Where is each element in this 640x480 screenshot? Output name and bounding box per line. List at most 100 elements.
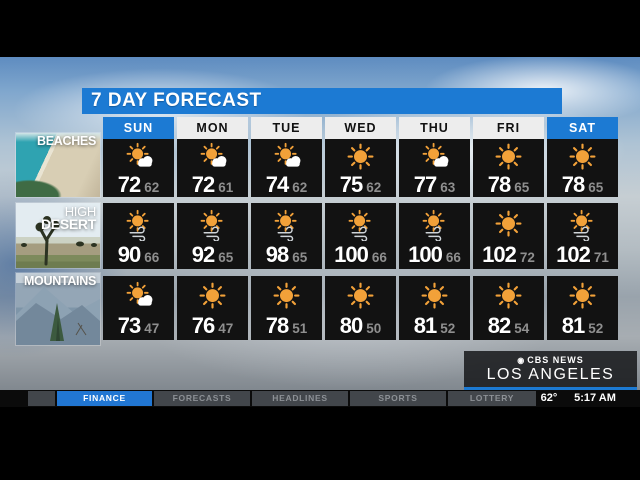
ticker-tab-headlines[interactable]: HEADLINES [252, 391, 348, 406]
day-header: FRI [473, 117, 544, 139]
low-temp: 51 [292, 321, 308, 336]
low-temp: 61 [218, 180, 234, 195]
low-temp: 71 [593, 250, 609, 265]
high-temp: 98 [265, 242, 290, 267]
low-temp: 66 [144, 250, 160, 265]
sunny-icon [566, 276, 599, 315]
station-city: LOS ANGELES [486, 366, 615, 383]
high-temp: 102 [482, 242, 517, 267]
cbs-eye-icon: ◉ [517, 356, 526, 365]
forecast-cell: 72 62 [103, 139, 174, 197]
high-temp: 100 [334, 242, 369, 267]
station-logo: ◉ CBS NEWS LOS ANGELES [464, 351, 637, 390]
low-temp: 65 [218, 250, 234, 265]
forecast-column-sat: SAT 78 65 102 71 81 52 [547, 117, 618, 341]
sunny-icon [344, 276, 377, 315]
region-label-mountains: MOUNTAINS [23, 274, 96, 288]
forecast-column-tue: TUE 74 62 98 65 78 51 [251, 117, 322, 341]
high-temp: 78 [265, 313, 290, 338]
low-temp: 72 [519, 250, 535, 265]
low-temp: 47 [144, 321, 160, 336]
high-temp: 90 [117, 242, 142, 267]
partly-cloudy-icon [122, 276, 155, 315]
low-temp: 66 [371, 250, 387, 265]
sunny-windy-icon [196, 203, 229, 244]
ticker-tab-forecasts[interactable]: FORECASTS [154, 391, 250, 406]
low-temp: 62 [144, 180, 160, 195]
sunny-windy-icon [122, 203, 155, 244]
low-temp: 50 [366, 321, 382, 336]
forecast-cell: 78 65 [473, 139, 544, 197]
sunny-icon [344, 139, 377, 174]
forecast-cell: 75 62 [325, 139, 396, 197]
forecast-cell: 100 66 [325, 203, 396, 269]
high-temp: 78 [487, 172, 512, 197]
high-temp: 73 [117, 313, 142, 338]
low-temp: 47 [218, 321, 234, 336]
region-label-high-desert: HIGH DESERT [41, 204, 96, 232]
low-temp: 52 [588, 321, 604, 336]
high-temp: 92 [191, 242, 216, 267]
forecast-column-sun: SUN 72 62 90 66 73 47 [103, 117, 174, 341]
forecast-cell: 90 66 [103, 203, 174, 269]
forecast-column-wed: WED 75 62 100 66 80 50 [325, 117, 396, 341]
forecast-column-thu: THU 77 63 100 66 81 52 [399, 117, 470, 341]
forecast-cell: 98 65 [251, 203, 322, 269]
forecast-cell: 82 54 [473, 276, 544, 340]
high-temp: 80 [339, 313, 364, 338]
forecast-cell: 78 51 [251, 276, 322, 340]
high-temp: 81 [413, 313, 438, 338]
partly-cloudy-icon [270, 139, 303, 174]
sunny-icon [492, 203, 525, 244]
high-temp: 102 [556, 242, 591, 267]
region-label-beaches: BEACHES [36, 134, 96, 148]
low-temp: 62 [292, 180, 308, 195]
forecast-cell: 102 71 [547, 203, 618, 269]
sunny-icon [492, 139, 525, 174]
beaches-photo: BEACHES [16, 133, 100, 197]
high-temp: 72 [117, 172, 142, 197]
partly-cloudy-icon [122, 139, 155, 174]
ticker-tab-lottery[interactable]: LOTTERY [448, 391, 536, 406]
sunny-windy-icon [566, 203, 599, 244]
forecast-cell: 92 65 [177, 203, 248, 269]
day-header: MON [177, 117, 248, 139]
high-temp: 81 [561, 313, 586, 338]
forecast-cell: 74 62 [251, 139, 322, 197]
sunny-windy-icon [418, 203, 451, 244]
sunny-icon [492, 276, 525, 315]
high-temp: 82 [487, 313, 512, 338]
forecast-column-mon: MON 72 61 92 65 76 47 [177, 117, 248, 341]
day-header: SAT [547, 117, 618, 139]
high-temp: 78 [561, 172, 586, 197]
ticker-stub-segment [28, 391, 55, 406]
joshua-tree-illustration [21, 216, 97, 266]
high-desert-photo: HIGH DESERT [16, 203, 100, 268]
sunny-icon [418, 276, 451, 315]
sunny-windy-icon [270, 203, 303, 244]
low-temp: 62 [366, 180, 382, 195]
forecast-column-fri: FRI 78 65 102 72 82 54 [473, 117, 544, 341]
ticker-bar: FINANCE FORECASTS HEADLINES SPORTS LOTTE… [0, 390, 640, 407]
forecast-cell: 81 52 [399, 276, 470, 340]
low-temp: 63 [440, 180, 456, 195]
day-header: TUE [251, 117, 322, 139]
sunny-icon [566, 139, 599, 174]
sunny-icon [270, 276, 303, 315]
forecast-cell: 102 72 [473, 203, 544, 269]
day-header: WED [325, 117, 396, 139]
ticker-tab-sports[interactable]: SPORTS [350, 391, 446, 406]
low-temp: 65 [588, 180, 604, 195]
partly-cloudy-icon [418, 139, 451, 174]
ticker-tab-finance[interactable]: FINANCE [57, 391, 152, 406]
forecast-cell: 77 63 [399, 139, 470, 197]
low-temp: 65 [514, 180, 530, 195]
forecast-cell: 72 61 [177, 139, 248, 197]
high-temp: 100 [408, 242, 443, 267]
mountain-illustration [16, 287, 100, 345]
mountains-photo: MOUNTAINS [16, 273, 100, 345]
day-header: SUN [103, 117, 174, 139]
forecast-cell: 81 52 [547, 276, 618, 340]
sunny-icon [196, 276, 229, 315]
